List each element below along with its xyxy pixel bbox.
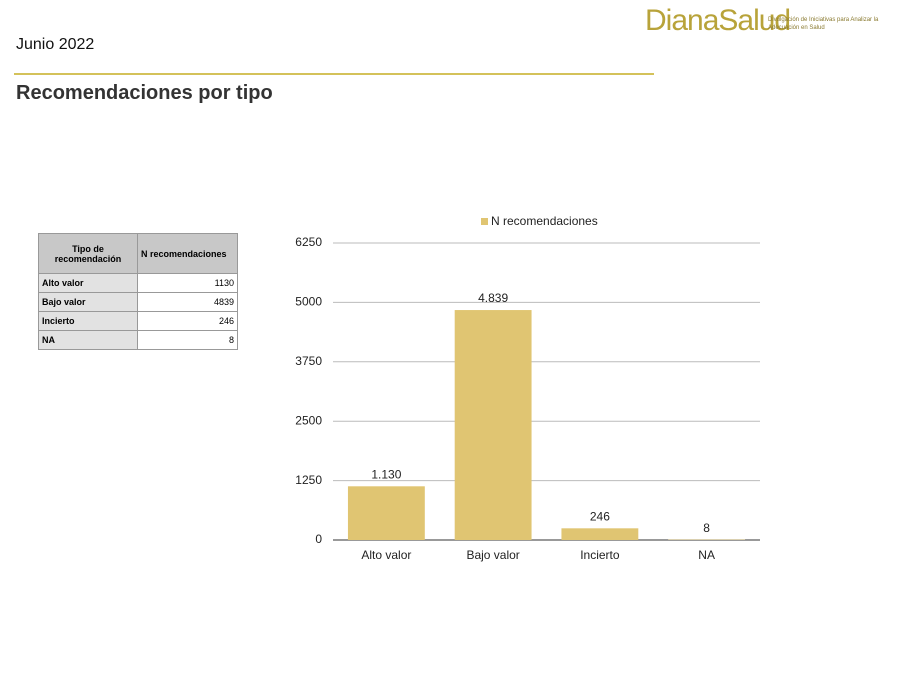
table-cell: 246 xyxy=(137,311,238,331)
y-tick-label: 5000 xyxy=(295,295,322,309)
table-row: Alto valor 1130 xyxy=(38,273,238,293)
bar xyxy=(347,486,425,540)
table-cell: NA xyxy=(38,330,138,350)
divider xyxy=(14,73,654,75)
value-label: 1.130 xyxy=(371,467,401,481)
table-row: NA 8 xyxy=(38,330,238,350)
y-tick-label: 3750 xyxy=(295,354,322,368)
logo: DianaSalud xyxy=(645,4,791,37)
table-cell: Alto valor xyxy=(38,273,138,293)
y-tick-label: 1250 xyxy=(295,473,322,487)
table-cell: Bajo valor xyxy=(38,292,138,312)
table-cell: 8 xyxy=(137,330,238,350)
value-label: 246 xyxy=(590,509,610,523)
y-tick-label: 0 xyxy=(315,532,322,546)
value-label: 4.839 xyxy=(478,291,508,305)
y-tick-label: 2500 xyxy=(295,413,322,427)
bar xyxy=(561,528,639,540)
table-row: Incierto 246 xyxy=(38,311,238,331)
date: Junio 2022 xyxy=(16,36,95,53)
table: Tipo de recomendación N recomendaciones … xyxy=(38,233,238,350)
slide-title: Recomendaciones por tipo xyxy=(16,82,273,104)
legend-label: N recomendaciones xyxy=(491,214,598,228)
y-tick-label: 6250 xyxy=(295,235,322,249)
x-tick-label: NA xyxy=(698,548,715,562)
x-tick-label: Incierto xyxy=(580,548,620,562)
legend-swatch xyxy=(481,218,488,225)
bar xyxy=(454,310,532,540)
x-tick-label: Alto valor xyxy=(361,548,411,562)
x-tick-label: Bajo valor xyxy=(466,548,519,562)
tagline: Divulgación de Iniciativas para Analizar… xyxy=(768,17,879,31)
table-row: Bajo valor 4839 xyxy=(38,292,238,312)
value-label: 8 xyxy=(703,521,710,535)
